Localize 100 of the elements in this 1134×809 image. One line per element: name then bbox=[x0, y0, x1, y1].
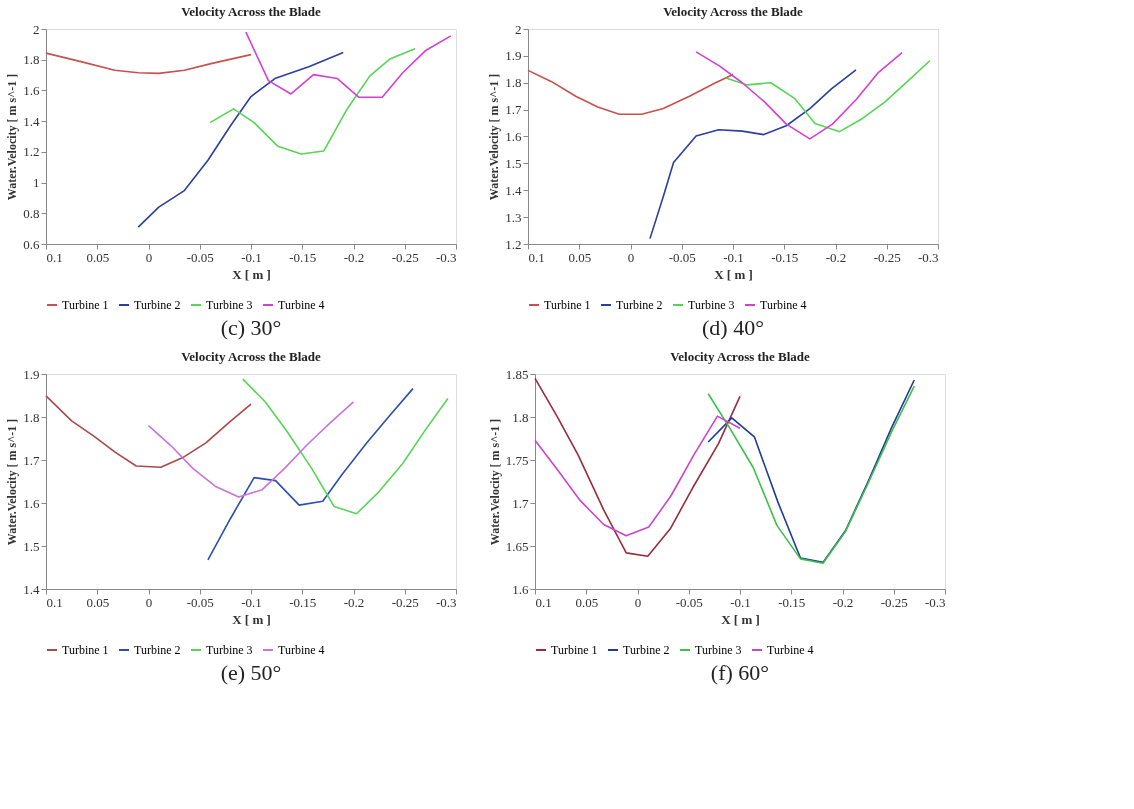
x-tick-label: 0.05 bbox=[568, 249, 592, 265]
x-tick-label: -0.3 bbox=[435, 594, 457, 610]
y-tick-label: 1 bbox=[33, 175, 40, 191]
x-tick-label: -0.15 bbox=[778, 594, 806, 610]
x-tick-label: -0.3 bbox=[924, 594, 946, 610]
line-series bbox=[147, 401, 355, 498]
x-axis-title: X [ m ] bbox=[714, 266, 753, 282]
x-tick-label: -0.2 bbox=[343, 249, 365, 265]
line-series bbox=[207, 387, 414, 561]
y-tick-label: 1.5 bbox=[23, 538, 40, 554]
x-tick-label: -0.15 bbox=[289, 249, 317, 265]
x-tick-label: -0.1 bbox=[241, 594, 262, 610]
line-series bbox=[695, 51, 903, 140]
y-tick-label: 1.2 bbox=[23, 144, 40, 160]
y-tick-label: 1.4 bbox=[23, 113, 40, 129]
legend-label: Turbine 1 bbox=[62, 643, 109, 657]
x-tick-label: -0.05 bbox=[186, 594, 214, 610]
x-tick-label: 0 bbox=[627, 249, 635, 265]
x-axis-title: X [ m ] bbox=[721, 611, 760, 627]
line-series bbox=[209, 47, 416, 155]
x-tick-label: -0.25 bbox=[873, 249, 901, 265]
x-tick-label: -0.05 bbox=[186, 249, 214, 265]
y-tick-label: 1.8 bbox=[505, 75, 522, 91]
chart-title: Velocity Across the Blade bbox=[670, 349, 811, 364]
x-tick-label: -0.3 bbox=[917, 249, 939, 265]
x-tick-label: -0.05 bbox=[675, 594, 703, 610]
legend-label: Turbine 1 bbox=[544, 298, 591, 312]
legend-label: Turbine 3 bbox=[688, 298, 735, 312]
y-tick-label: 0.8 bbox=[23, 205, 40, 221]
chart-title: Velocity Across the Blade bbox=[181, 4, 322, 19]
x-tick-label: 0 bbox=[634, 594, 642, 610]
y-tick-label: 1.4 bbox=[505, 182, 522, 198]
line-series bbox=[137, 51, 345, 228]
x-tick-label: 0.05 bbox=[86, 594, 110, 610]
line-series bbox=[45, 395, 252, 469]
legend-label: Turbine 4 bbox=[278, 643, 325, 657]
x-tick-label: -0.3 bbox=[435, 249, 457, 265]
x-tick-label: -0.2 bbox=[832, 594, 854, 610]
legend-label: Turbine 3 bbox=[695, 643, 742, 657]
x-tick-label: 0.1 bbox=[46, 249, 63, 265]
y-tick-label: 1.3 bbox=[505, 209, 522, 225]
x-tick-label: -0.15 bbox=[771, 249, 799, 265]
x-tick-label: -0.1 bbox=[241, 249, 262, 265]
y-axis-title: Water.Velocity [ m s^-1 ] bbox=[487, 418, 502, 546]
legend-label: Turbine 2 bbox=[616, 298, 663, 312]
y-tick-label: 1.75 bbox=[505, 452, 529, 468]
y-tick-label: 1.6 bbox=[512, 581, 529, 597]
x-tick-label: -0.2 bbox=[343, 594, 365, 610]
x-tick-label: -0.2 bbox=[825, 249, 847, 265]
x-axis-title: X [ m ] bbox=[232, 611, 271, 627]
y-tick-label: 2 bbox=[33, 21, 40, 37]
text: (d) 40° bbox=[702, 315, 764, 340]
y-tick-label: 1.85 bbox=[505, 366, 529, 382]
y-tick-label: 1.5 bbox=[505, 155, 522, 171]
y-tick-label: 0.6 bbox=[23, 236, 40, 252]
x-tick-label: -0.25 bbox=[391, 594, 419, 610]
legend-label: Turbine 4 bbox=[278, 298, 325, 312]
x-tick-label: -0.1 bbox=[723, 249, 744, 265]
line-series bbox=[242, 378, 449, 515]
legend-label: Turbine 3 bbox=[206, 643, 253, 657]
x-axis-title: X [ m ] bbox=[232, 266, 271, 282]
y-tick-label: 1.8 bbox=[23, 409, 40, 425]
line-series bbox=[527, 69, 734, 115]
text: (f) 60° bbox=[710, 660, 770, 685]
text: (c) 30° bbox=[220, 315, 282, 340]
y-tick-label: 1.2 bbox=[505, 236, 522, 252]
y-tick-label: 1.7 bbox=[23, 452, 40, 468]
legend-label: Turbine 3 bbox=[206, 298, 253, 312]
y-axis-title: Water.Velocity [ m s^-1 ] bbox=[5, 73, 20, 201]
y-tick-label: 1.6 bbox=[505, 129, 522, 144]
text: (e) 50° bbox=[220, 660, 282, 685]
x-tick-label: 0.1 bbox=[528, 249, 545, 265]
chart-title: Velocity Across the Blade bbox=[181, 349, 322, 364]
x-tick-label: 0 bbox=[145, 249, 153, 265]
y-tick-label: 2 bbox=[515, 21, 522, 37]
x-tick-label: -0.05 bbox=[668, 249, 696, 265]
y-tick-label: 1.6 bbox=[23, 495, 40, 511]
x-tick-label: -0.25 bbox=[880, 594, 908, 610]
line-series bbox=[245, 31, 452, 98]
y-tick-label: 1.7 bbox=[505, 102, 522, 118]
y-axis-title: Water.Velocity [ m s^-1 ] bbox=[5, 418, 20, 546]
legend-label: Turbine 2 bbox=[134, 298, 181, 312]
y-tick-label: 1.6 bbox=[23, 82, 40, 98]
legend-label: Turbine 1 bbox=[62, 298, 109, 312]
legend-label: Turbine 1 bbox=[551, 643, 598, 657]
legend-label: Turbine 4 bbox=[767, 643, 814, 657]
y-tick-label: 1.4 bbox=[23, 581, 40, 597]
x-tick-label: -0.1 bbox=[730, 594, 751, 610]
legend-label: Turbine 2 bbox=[623, 643, 670, 657]
y-tick-label: 1.9 bbox=[505, 48, 522, 64]
legend-label: Turbine 2 bbox=[134, 643, 181, 657]
x-tick-label: 0.1 bbox=[46, 594, 63, 610]
x-tick-label: 0.1 bbox=[535, 594, 552, 610]
x-tick-label: -0.25 bbox=[391, 249, 419, 265]
y-tick-label: 1.8 bbox=[512, 409, 529, 425]
line-series bbox=[725, 59, 931, 133]
y-axis-title: Water.Velocity [ m s^-1 ] bbox=[487, 73, 502, 201]
line-series bbox=[534, 415, 741, 537]
y-tick-label: 1.7 bbox=[512, 495, 529, 511]
x-tick-label: 0 bbox=[145, 594, 153, 610]
